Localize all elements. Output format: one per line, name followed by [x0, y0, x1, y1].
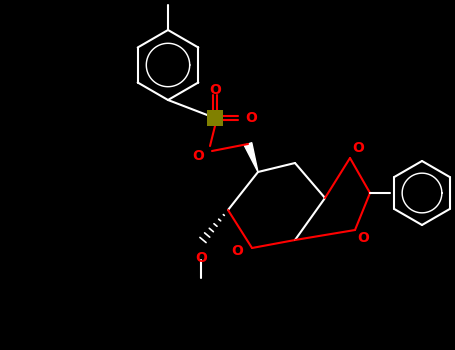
Text: O: O [352, 141, 364, 155]
Text: O: O [209, 83, 221, 97]
Text: O: O [192, 149, 204, 163]
Text: O: O [231, 244, 243, 258]
Bar [207, 110, 223, 126]
Text: O: O [357, 231, 369, 245]
Text: O: O [245, 111, 257, 125]
Text: O: O [195, 251, 207, 265]
Polygon shape [244, 143, 258, 172]
